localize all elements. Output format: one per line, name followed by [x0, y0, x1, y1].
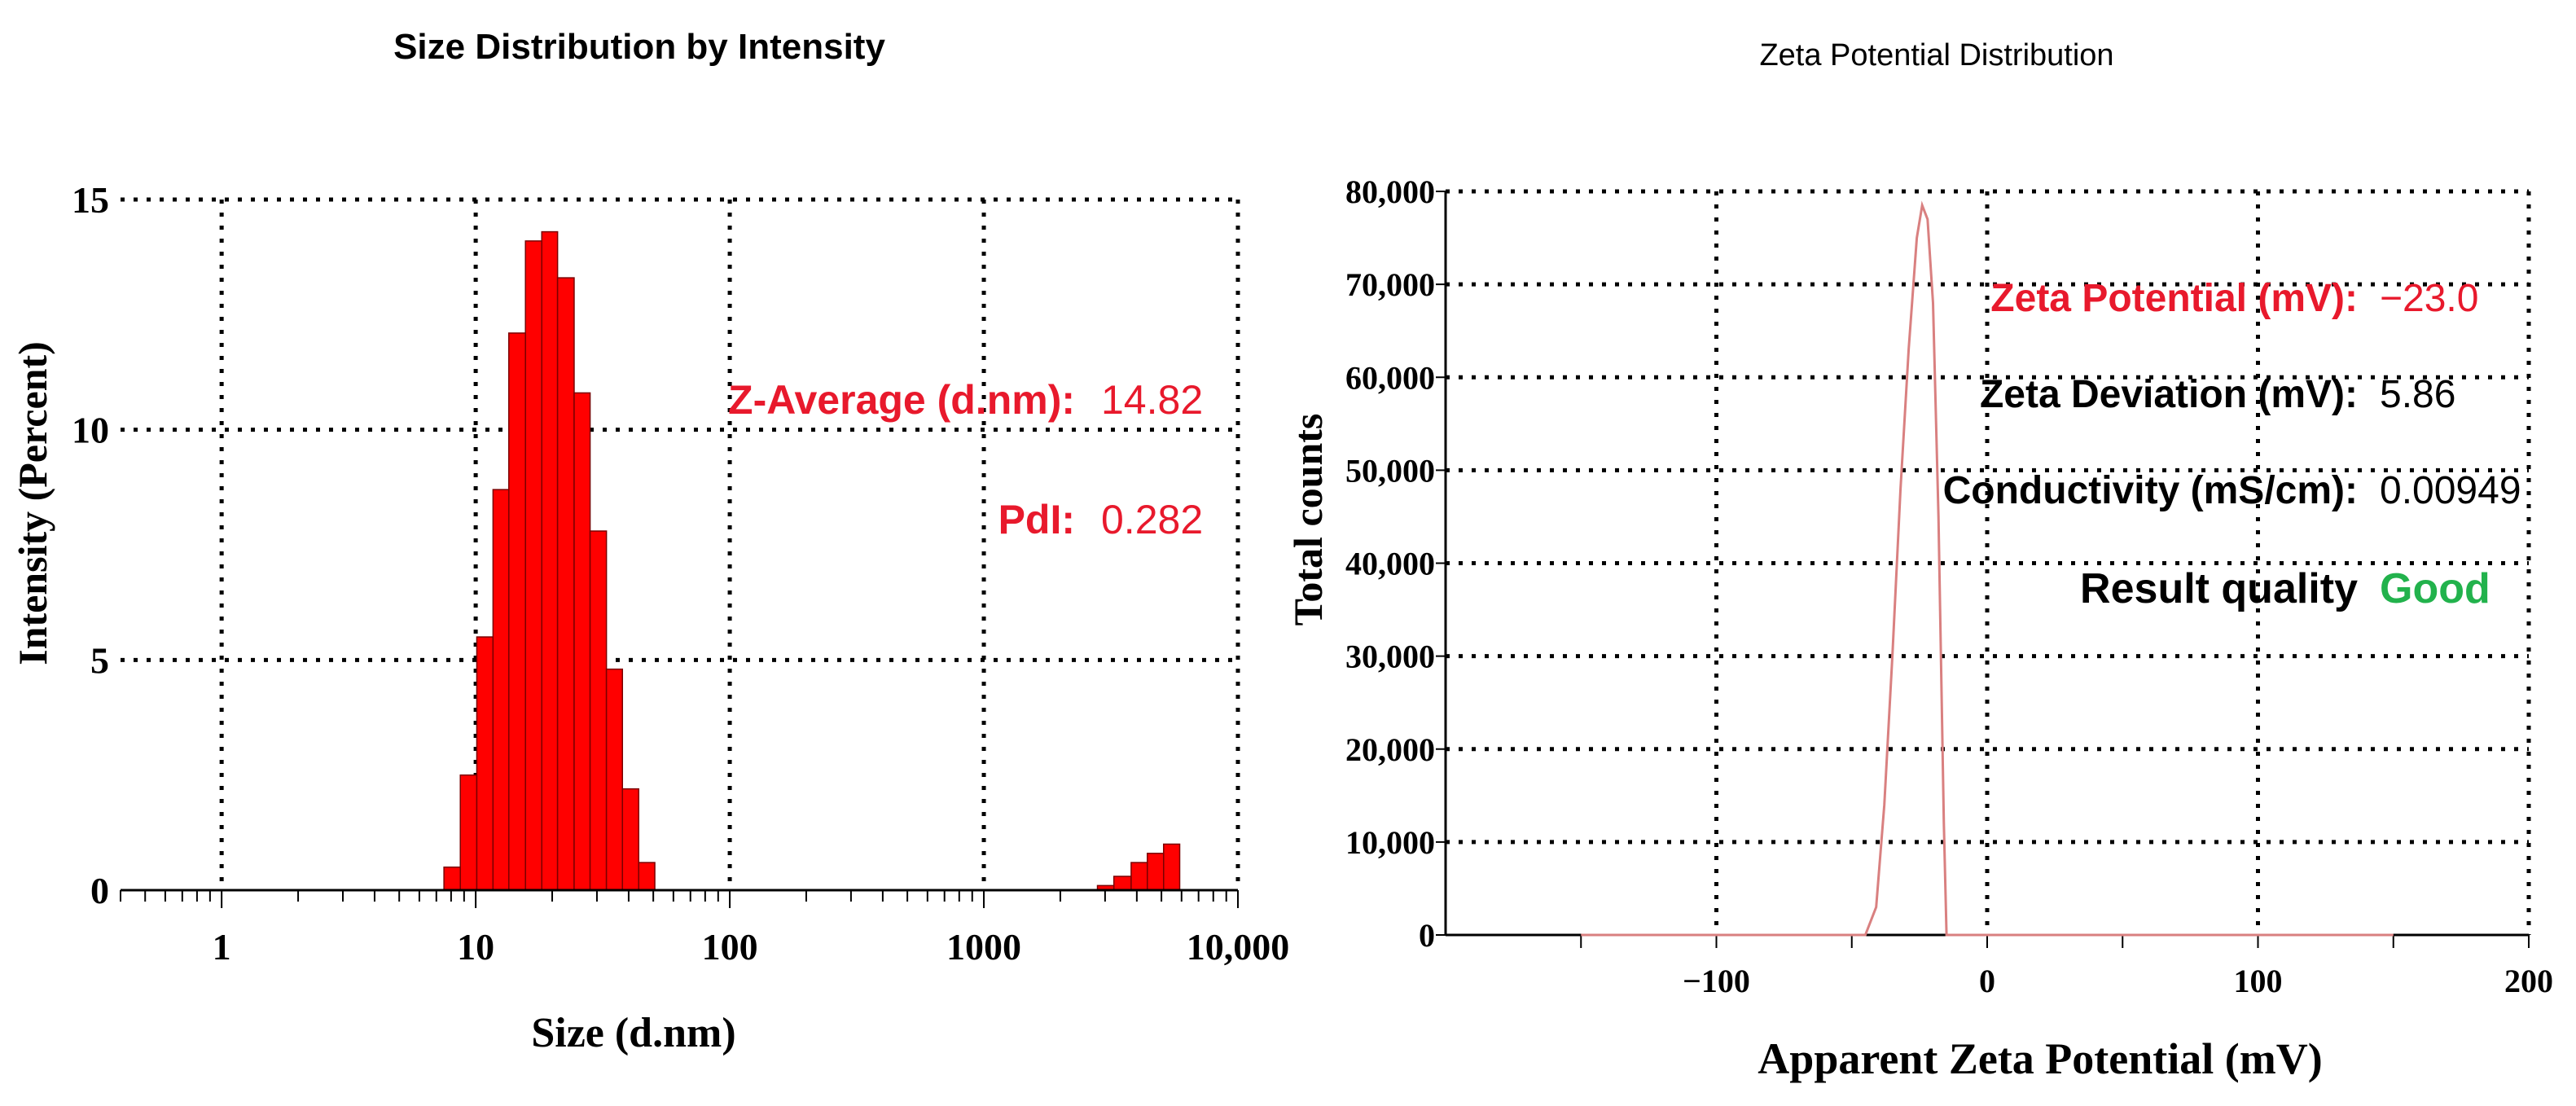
zeta-gridlines — [1446, 189, 2531, 935]
zeta-potential-chart: Zeta Potential Distribution −100 0 100 200 … — [1285, 38, 2553, 1083]
result-quality-value: Good — [2380, 565, 2490, 612]
zeta-y-tick-label: 20,000 — [1345, 731, 1435, 768]
size-bar-12 — [638, 862, 656, 891]
zeta-y-tick-label: 50,000 — [1345, 452, 1435, 489]
zeta-series-line — [1581, 200, 2394, 937]
size-minor-ticks — [120, 890, 1239, 908]
size-bar-11 — [621, 788, 639, 891]
size-gridlines — [121, 197, 1240, 890]
size-y-tick-label: 10 — [72, 410, 109, 451]
zeta-y-tick-label: 30,000 — [1345, 639, 1435, 675]
pdi-label: PdI: — [998, 497, 1075, 542]
zeta-x-tick-label: 0 — [1979, 963, 1995, 999]
size-bar-1 — [459, 774, 478, 891]
size-bar-16 — [1147, 853, 1165, 891]
size-x-tick-label: 1 — [213, 926, 231, 968]
size-x-tick-label: 10,000 — [1187, 926, 1290, 968]
size-bar-17 — [1163, 843, 1181, 891]
size-bar-0 — [443, 866, 461, 891]
zeta-y-tick-label: 40,000 — [1345, 546, 1435, 582]
size-x-tick-label: 100 — [702, 926, 758, 968]
zeta-chart-title: Zeta Potential Distribution — [1759, 38, 2113, 72]
size-bars — [443, 230, 1181, 891]
zeta-x-axis-label: Apparent Zeta Potential (mV) — [1758, 1034, 2322, 1083]
size-bar-7 — [556, 277, 575, 891]
zeta-x-tick-label: −100 — [1683, 963, 1750, 999]
size-bar-9 — [589, 530, 608, 891]
size-y-tick-labels: 0 5 10 15 — [72, 179, 109, 911]
size-bar-2 — [476, 636, 494, 891]
zeta-y-tick-label: 80,000 — [1345, 173, 1435, 210]
size-chart-title: Size Distribution by Intensity — [393, 27, 885, 67]
result-quality-label: Result quality — [2080, 565, 2358, 612]
conductivity-label: Conductivity (mS/cm): — [1943, 469, 2358, 512]
zeta-potential-label: Zeta Potential (mV): — [1990, 277, 2358, 320]
zeta-y-tick-label: 0 — [1419, 917, 1435, 954]
z-average-value: 14.82 — [1101, 377, 1203, 423]
zeta-deviation-value: 5.86 — [2380, 373, 2455, 416]
size-x-axis-label: Size (d.nm) — [531, 1010, 735, 1056]
zeta-y-tick-labels: 0 10,000 20,000 30,000 40,000 50,000 60,000 70,… — [1345, 173, 1435, 954]
size-y-tick-label: 5 — [90, 639, 109, 681]
zeta-y-tick-label: 10,000 — [1345, 824, 1435, 861]
zeta-potential-value: −23.0 — [2380, 277, 2478, 320]
zeta-y-tick-label: 60,000 — [1345, 359, 1435, 396]
zeta-x-tick-label: 100 — [2234, 963, 2283, 999]
pdi-value: 0.282 — [1101, 497, 1203, 542]
zeta-y-tick-label: 70,000 — [1345, 266, 1435, 303]
size-bar-14 — [1112, 876, 1132, 891]
size-x-tick-labels: 1 10 100 1000 10,000 — [213, 926, 1290, 968]
zeta-x-tick-labels: −100 0 100 200 — [1683, 963, 2553, 999]
size-bar-10 — [605, 668, 624, 891]
zeta-axis-ticks — [1436, 191, 2530, 948]
size-y-tick-label: 0 — [90, 870, 109, 911]
size-bar-4 — [508, 332, 526, 891]
conductivity-value: 0.00949 — [2380, 469, 2521, 512]
size-y-axis-label: Intensity (Percent) — [10, 341, 55, 665]
size-x-tick-label: 10 — [457, 926, 494, 968]
size-distribution-chart: Size Distribution by Intensity 1 10 100 100… — [10, 27, 1289, 1056]
size-y-tick-label: 15 — [72, 179, 109, 221]
size-bar-15 — [1130, 862, 1148, 891]
zeta-y-axis-label: Total counts — [1285, 414, 1331, 626]
size-bar-5 — [524, 240, 542, 891]
size-bar-8 — [573, 392, 591, 891]
z-average-label: Z-Average (d.nm): — [728, 377, 1075, 423]
size-x-tick-label: 1000 — [946, 926, 1021, 968]
size-bar-3 — [492, 489, 510, 891]
zeta-x-tick-label: 200 — [2504, 963, 2553, 999]
zeta-deviation-label: Zeta Deviation (mV): — [1980, 373, 2358, 416]
size-bar-6 — [541, 230, 559, 891]
